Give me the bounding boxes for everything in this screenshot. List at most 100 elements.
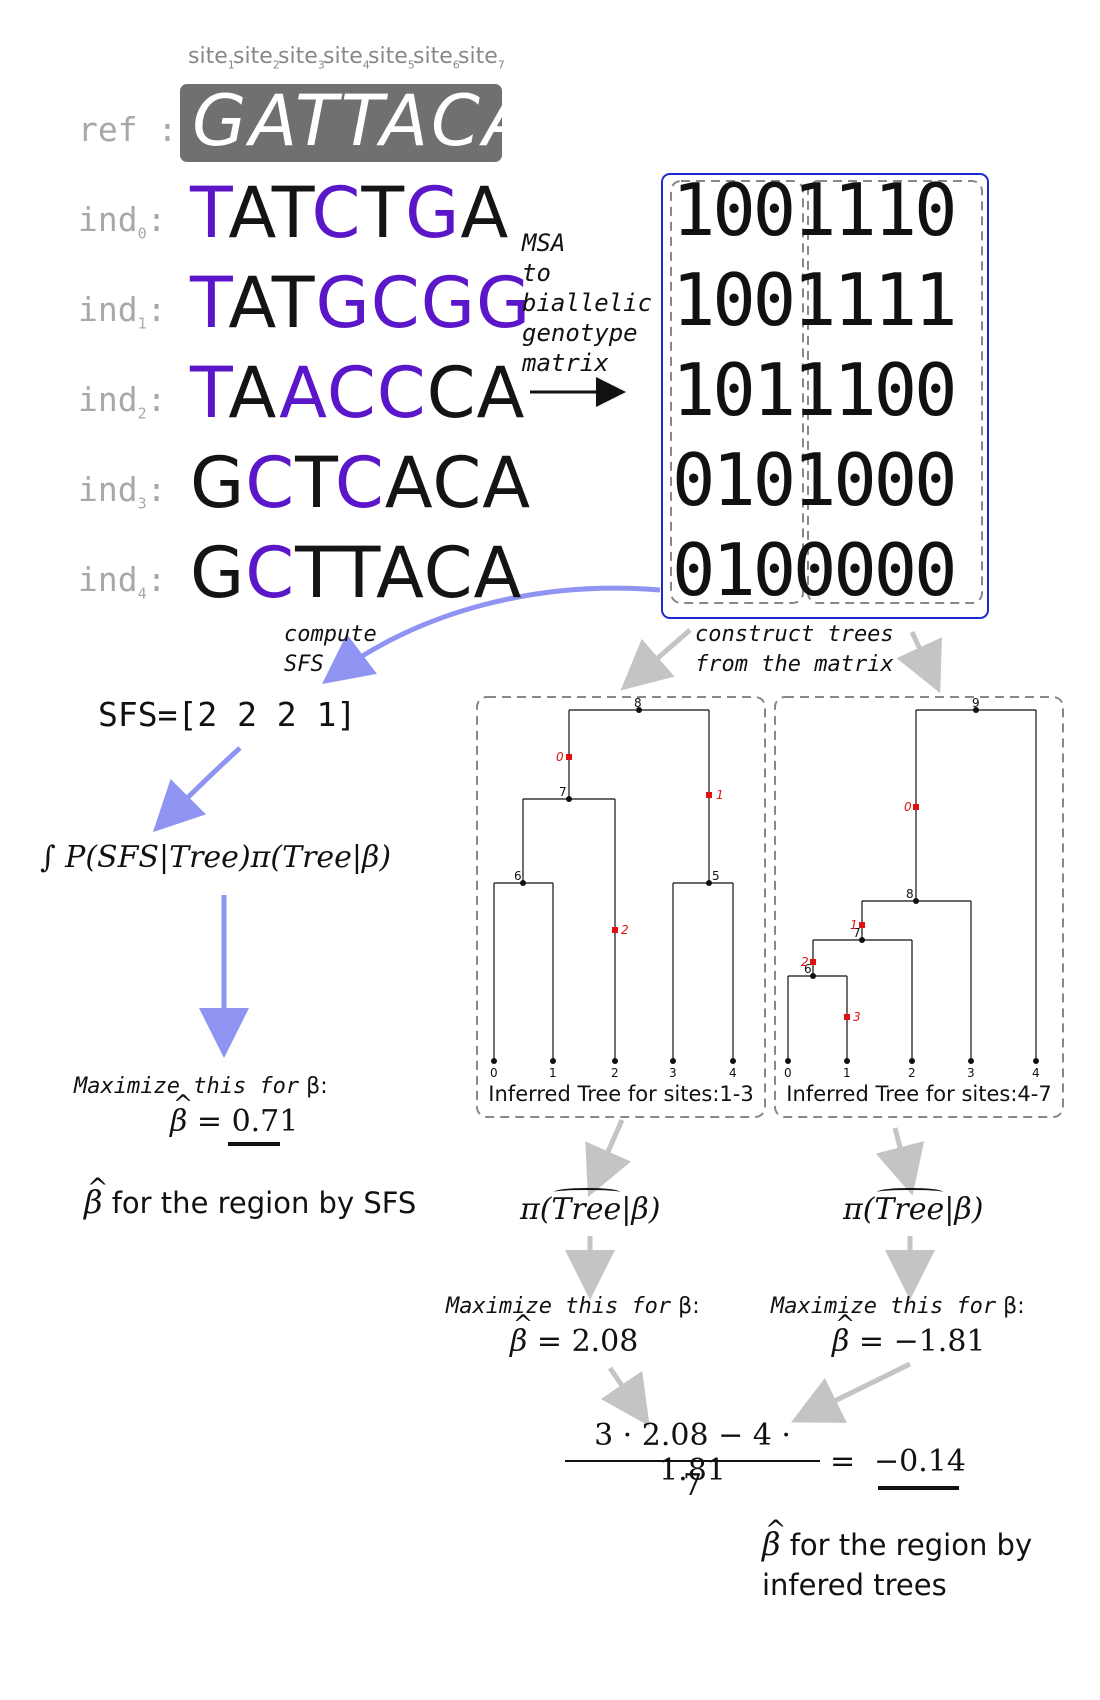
tree-1-mutation	[706, 792, 712, 798]
genotype-row-1: 1001111	[672, 258, 957, 342]
tree-1-mutation-label: 0	[556, 750, 564, 764]
tree-1-node-label: 8	[634, 697, 642, 710]
tree-2-node-label: 7	[853, 926, 861, 940]
tree-1-leaf	[491, 1058, 497, 1064]
site-label-5: site5	[368, 44, 415, 72]
tree-2-to-prior-arrow	[875, 1127, 925, 1196]
tree-1-leaf	[730, 1058, 736, 1064]
sfs-estimate-underline	[228, 1142, 280, 1146]
tree-region-caption: β for the region by infered trees	[762, 1510, 1032, 1605]
site-label-6: site6	[413, 44, 460, 72]
sfs-to-likelihood-arrow	[152, 746, 242, 833]
individual-label-3: ind3:	[78, 470, 167, 513]
tree-1-leaf-label: 2	[611, 1066, 619, 1080]
compute-sfs-note: compute SFS	[284, 620, 377, 680]
tree-1-mutation	[612, 927, 618, 933]
likelihood-formula: ∫ P(SFS|Tree)π(Tree|β)	[40, 840, 392, 875]
variant-base: G	[405, 172, 461, 254]
tree-1-beta-estimate: β = 2.08	[510, 1310, 638, 1359]
tree-1-mutation-label: 2	[621, 923, 629, 937]
tree-1-node	[566, 796, 572, 802]
beta-hat-symbol: β	[762, 1510, 786, 1564]
reference-base: T	[295, 532, 338, 614]
tree-panel-1	[476, 696, 766, 1118]
genotype-matrix-box	[661, 173, 989, 619]
site-label-1: site1	[188, 44, 235, 72]
reference-base: T	[271, 172, 312, 254]
reference-base: G	[190, 532, 246, 614]
reference-base: T	[337, 532, 376, 614]
sfs-beta-value: 0.71	[231, 1104, 299, 1139]
tree-2-caption: Inferred Tree for sites:4-7	[786, 1082, 1052, 1106]
reference-base: T	[361, 172, 406, 254]
tree-2-leaf	[785, 1058, 791, 1064]
tree-1-wide-hat	[554, 1188, 620, 1196]
tree-1-mutation	[566, 754, 572, 760]
compute-sfs-line: SFS	[284, 652, 324, 677]
tree-2-node	[859, 937, 865, 943]
tree-2-maximize-beta: β:	[1003, 1294, 1025, 1319]
fraction-bar	[565, 1460, 820, 1462]
tree-2-mutation	[810, 959, 816, 965]
tree-2-mutation-label: 3	[853, 1010, 861, 1024]
construct-trees-note: construct trees from the matrix	[695, 620, 894, 680]
beta-hat-symbol: β	[832, 1310, 856, 1359]
combination-equals: =	[830, 1444, 856, 1479]
tree-2-beta-value: −1.81	[893, 1324, 986, 1359]
tree-2-node	[810, 973, 816, 979]
sfs-maximize-label: Maximize this for β:	[74, 1074, 328, 1099]
msa-note-line: MSA	[522, 229, 566, 257]
individual-label-4: ind4:	[78, 560, 167, 603]
reference-base: T	[271, 262, 316, 344]
construct-tree-2-arrow	[896, 630, 942, 694]
matrix-group-sites-4-7	[807, 180, 983, 604]
site-label-4: site4	[323, 44, 370, 72]
tree-2-mutation-label: 0	[904, 800, 912, 814]
reference-base: G	[190, 442, 246, 524]
tree-1-leaf-label: 0	[490, 1066, 498, 1080]
variant-base: T	[190, 172, 229, 254]
construct-trees-line: from the matrix	[695, 652, 894, 677]
individual-label-2: ind2:	[78, 380, 167, 423]
reference-base: A	[228, 262, 272, 344]
reference-sequence: GATTACA	[192, 80, 534, 162]
tree-2-leaf-label: 4	[1032, 1066, 1040, 1080]
beta-hat-symbol: β	[84, 1168, 108, 1222]
tree-2-node	[913, 898, 919, 904]
variant-base: C	[245, 442, 296, 524]
reference-base: C	[432, 442, 483, 524]
combination-result-underline	[878, 1486, 959, 1490]
tree-1-maximize-label: Maximize this for β:	[446, 1294, 700, 1319]
reference-base: A	[476, 352, 526, 434]
tree-1-mutation-label: 1	[716, 788, 724, 802]
tree-1-leaf-label: 3	[669, 1066, 677, 1080]
tree-2-node-label: 6	[804, 962, 812, 976]
site-label-3: site3	[278, 44, 325, 72]
tree-2-leaf	[968, 1058, 974, 1064]
variant-base: C	[326, 352, 377, 434]
variant-base: C	[370, 262, 421, 344]
variant-base: C	[376, 352, 427, 434]
construct-trees-line: construct trees	[695, 622, 894, 647]
tree-2-leaf	[1033, 1058, 1039, 1064]
tree-2-node-label: 8	[906, 887, 914, 901]
variant-base: G	[475, 262, 532, 344]
tree-1-leaf	[550, 1058, 556, 1064]
reference-base: C	[426, 352, 477, 434]
reference-base: A	[460, 172, 510, 254]
tree-2-mutation	[844, 1014, 850, 1020]
reference-box	[180, 84, 502, 162]
tree-1-maximize-beta: β:	[678, 1294, 700, 1319]
genotype-row-3: 0101000	[672, 438, 957, 522]
tree-2-prior: π(Tree|β)	[843, 1192, 984, 1227]
variant-base: G	[420, 262, 476, 344]
individual-sequence-0: TATCTGA	[190, 172, 509, 254]
reference-base: A	[228, 352, 280, 434]
tree-2-mutation	[913, 804, 919, 810]
tree-1-node	[706, 880, 712, 886]
tree-2-mutation-label: 1	[850, 918, 858, 932]
tree-2-beta-estimate: β = −1.81	[832, 1310, 986, 1359]
individual-label-1: ind1:	[78, 290, 167, 333]
msa-note-line: biallelic	[522, 289, 653, 317]
